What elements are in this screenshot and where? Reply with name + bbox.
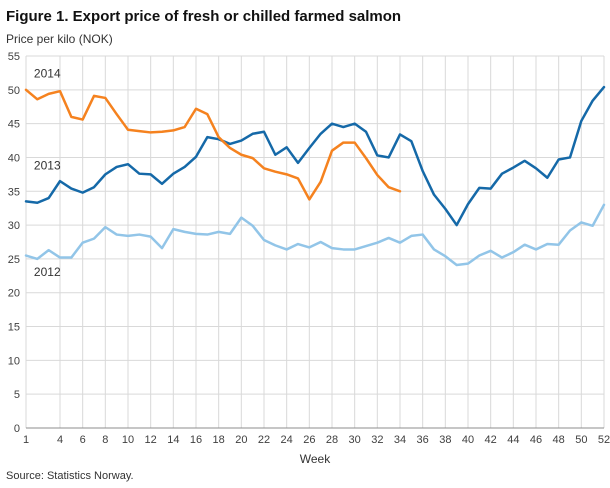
x-tick-label: 14: [167, 434, 179, 446]
y-tick-label: 15: [8, 322, 20, 334]
y-tick-label: 30: [8, 220, 20, 232]
y-tick-label: 20: [8, 288, 20, 300]
x-tick-label: 4: [57, 434, 63, 446]
x-tick-label: 10: [122, 434, 134, 446]
y-tick-label: 5: [14, 389, 20, 401]
x-tick-label: 34: [394, 434, 406, 446]
series-line-2014: [24, 88, 402, 201]
x-tick-label: 30: [349, 434, 361, 446]
x-tick-label: 24: [281, 434, 293, 446]
x-tick-label: 26: [303, 434, 315, 446]
x-tick-label: 22: [258, 434, 270, 446]
y-tick-label: 50: [8, 85, 20, 97]
x-tick-label: 44: [507, 434, 519, 446]
x-tick-label: 6: [80, 434, 86, 446]
source-note: Source: Statistics Norway.: [6, 470, 134, 482]
x-tick-label: 32: [371, 434, 383, 446]
y-tick-label: 10: [8, 355, 20, 367]
chart-subtitle-price-per-kilo: Price per kilo (NOK): [6, 32, 113, 46]
y-tick-label: 35: [8, 186, 20, 198]
x-tick-label: 18: [213, 434, 225, 446]
x-tick-label: 16: [190, 434, 202, 446]
series-line-2013: [24, 85, 606, 227]
series-label-2014: 2014: [34, 67, 61, 81]
y-tick-label: 40: [8, 152, 20, 164]
x-tick-label: 1: [23, 434, 29, 446]
y-tick-label: 55: [8, 51, 20, 63]
x-tick-label: 52: [598, 434, 610, 446]
x-tick-label: 42: [485, 434, 497, 446]
x-tick-label: 48: [553, 434, 565, 446]
series-label-2013: 2013: [34, 159, 61, 173]
series-line-2012: [24, 203, 606, 267]
y-tick-label: 45: [8, 119, 20, 131]
y-tick-label: 0: [14, 423, 20, 435]
chart-title: Figure 1. Export price of fresh or chill…: [6, 8, 402, 25]
x-tick-label: 20: [235, 434, 247, 446]
x-axis-title: Week: [300, 452, 331, 466]
x-tick-label: 40: [462, 434, 474, 446]
x-tick-label: 8: [102, 434, 108, 446]
x-tick-label: 46: [530, 434, 542, 446]
x-tick-label: 38: [439, 434, 451, 446]
x-tick-label: 36: [417, 434, 429, 446]
x-tick-label: 28: [326, 434, 338, 446]
y-tick-label: 25: [8, 254, 20, 266]
x-tick-label: 50: [575, 434, 587, 446]
series-label-2012: 2012: [34, 265, 61, 279]
x-tick-label: 12: [145, 434, 157, 446]
